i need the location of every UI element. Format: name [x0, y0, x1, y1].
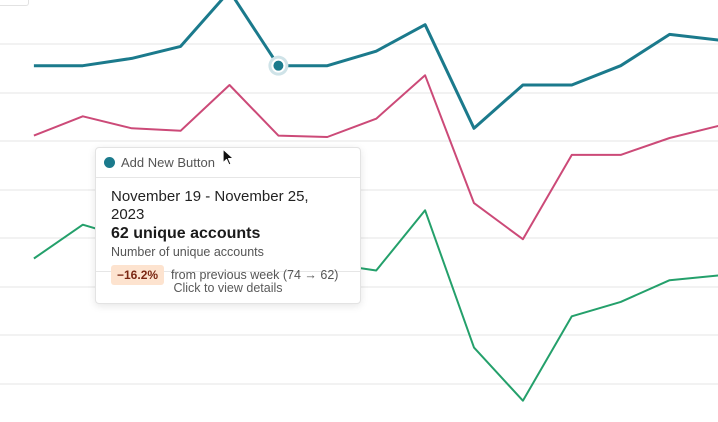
corner-tab — [0, 0, 29, 6]
mouse-pointer-icon — [222, 148, 235, 166]
tooltip-header: Add New Button — [96, 148, 360, 178]
change-badge: −16.2% — [111, 265, 165, 285]
tooltip-series-name: Add New Button — [121, 155, 215, 170]
tooltip-metric-label: Number of unique accounts — [111, 245, 264, 259]
tooltip-body: November 19 - November 25, 2023 62 uniqu… — [96, 178, 360, 285]
series-line-2 — [33, 74, 718, 241]
tooltip-date-range: November 19 - November 25, 2023 — [111, 188, 309, 223]
chart-tooltip[interactable]: Add New Button November 19 - November 25… — [95, 147, 361, 304]
series-line-1 — [33, 0, 718, 130]
tooltip-value: 62 unique accounts — [111, 225, 261, 242]
series-dot-icon — [104, 157, 115, 168]
view-details-link[interactable]: Click to view details — [173, 280, 283, 295]
tooltip-change-row: −16.2% from previous week (74 → 62) — [111, 265, 345, 285]
hover-point[interactable] — [271, 58, 286, 73]
change-text: from previous week (74 → 62) — [171, 268, 339, 282]
